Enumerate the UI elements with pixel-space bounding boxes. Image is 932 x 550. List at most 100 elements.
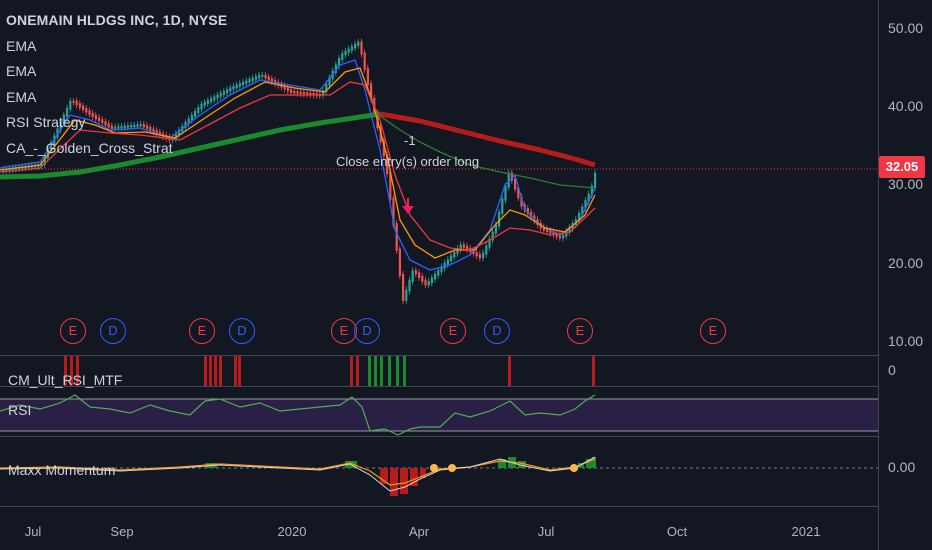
pane-separator-3[interactable] <box>0 436 878 437</box>
candle-body <box>264 74 267 79</box>
candle-body <box>46 149 49 159</box>
candle-body <box>149 127 152 131</box>
candle-body <box>491 231 494 241</box>
candle-body <box>542 226 545 231</box>
momentum-pane[interactable] <box>0 437 878 506</box>
time-tick: Apr <box>408 524 430 539</box>
candle-body <box>338 58 341 67</box>
legend-ema-3[interactable]: EMA <box>6 88 37 105</box>
price-axis-separator <box>878 0 879 550</box>
time-tick: 2021 <box>791 524 821 539</box>
rsi-pane[interactable] <box>0 387 878 436</box>
candle-body <box>498 211 501 227</box>
candle-body <box>126 125 129 128</box>
candle-body <box>466 245 469 250</box>
candle-body <box>478 254 481 259</box>
candle-body <box>386 154 389 174</box>
order-quantity: -1 <box>404 133 416 148</box>
candle-body <box>120 125 123 129</box>
momentum-line-1 <box>0 458 596 486</box>
pane-separator-2[interactable] <box>0 386 878 387</box>
candle-body <box>418 272 421 278</box>
earnings-event-icon[interactable]: E <box>60 318 86 344</box>
mtf-label[interactable]: CM_Ult_RSI_MTF <box>8 372 123 388</box>
candle-body <box>398 248 401 276</box>
candle-body <box>322 90 325 96</box>
candle-body <box>485 245 488 255</box>
candle-body <box>197 107 200 113</box>
candle-body <box>62 114 65 124</box>
candle-body <box>408 279 411 292</box>
candle-body <box>290 89 293 93</box>
candle-body <box>334 64 337 73</box>
ema-200-line <box>0 111 381 180</box>
candle-body <box>88 110 91 115</box>
candle-body <box>472 249 475 255</box>
candle-body <box>40 163 43 167</box>
candle-body <box>56 128 59 138</box>
legend-ema-2[interactable]: EMA <box>6 63 37 80</box>
candle-body <box>510 172 513 181</box>
candle-body <box>501 198 504 214</box>
candle-body <box>475 252 478 257</box>
candle-body <box>107 123 110 128</box>
earnings-event-icon[interactable]: E <box>700 318 726 344</box>
legend-rsi-strategy[interactable]: RSI Strategy <box>6 114 86 131</box>
dividend-event-icon[interactable]: D <box>100 318 126 344</box>
candle-body <box>155 130 158 134</box>
earnings-event-icon[interactable]: E <box>440 318 466 344</box>
price-tick: 50.00 <box>888 20 924 36</box>
candle-body <box>427 281 430 286</box>
ema-200-line-bear <box>379 111 596 168</box>
candle-body <box>360 41 363 55</box>
mtf-pane[interactable] <box>0 356 878 386</box>
candle-body <box>194 111 197 117</box>
candle-body <box>232 85 235 90</box>
rsi-label[interactable]: RSI <box>8 402 32 418</box>
dividend-event-icon[interactable]: D <box>354 318 380 344</box>
pane-separator-1[interactable] <box>0 355 878 356</box>
legend-ema-1[interactable]: EMA <box>6 37 37 54</box>
candle-body <box>72 100 75 103</box>
candle-body <box>395 223 398 251</box>
ema-fast-line <box>0 59 596 271</box>
candle-body <box>142 124 145 128</box>
earnings-event-icon[interactable]: E <box>189 318 215 344</box>
dividend-event-icon[interactable]: D <box>229 318 255 344</box>
candle-body <box>59 121 62 131</box>
momentum-label[interactable]: Maxx Momentum <box>8 462 116 478</box>
candle-body <box>299 91 302 94</box>
last-price-badge: 32.05 <box>879 156 925 178</box>
candle-body <box>174 133 177 140</box>
candle-body <box>94 115 97 120</box>
dividend-event-icon[interactable]: D <box>484 318 510 344</box>
candle-body <box>312 92 315 96</box>
price-tick: 40.00 <box>888 98 924 114</box>
candle-body <box>382 140 385 157</box>
candle-body <box>344 50 347 56</box>
candle-body <box>187 118 190 125</box>
candle-body <box>101 119 104 124</box>
order-label: Close entry(s) order long <box>336 154 480 169</box>
symbol-title[interactable]: ONEMAIN HLDGS INC, 1D, NYSE <box>6 12 228 28</box>
candle-body <box>283 85 286 90</box>
candle-body <box>514 178 517 190</box>
candle-body <box>494 224 497 234</box>
pane-separator-4[interactable] <box>0 506 878 507</box>
order-marker <box>402 198 414 214</box>
price-tick: 10.00 <box>888 333 924 349</box>
legend-golden-cross[interactable]: CA_-_Golden_Cross_Strat <box>6 139 173 156</box>
candle-body <box>392 197 395 226</box>
momentum-line-2 <box>0 456 596 492</box>
price-chart[interactable] <box>0 0 878 355</box>
candle-body <box>251 77 254 82</box>
price-tick: 30.00 <box>888 176 924 192</box>
candle-body <box>462 244 465 248</box>
candle-body <box>405 289 408 301</box>
candle-body <box>133 124 136 127</box>
mtf-bars <box>64 356 595 386</box>
candle-body <box>363 52 366 70</box>
candle-body <box>206 100 209 104</box>
candle-body <box>594 173 597 188</box>
earnings-event-icon[interactable]: E <box>567 318 593 344</box>
